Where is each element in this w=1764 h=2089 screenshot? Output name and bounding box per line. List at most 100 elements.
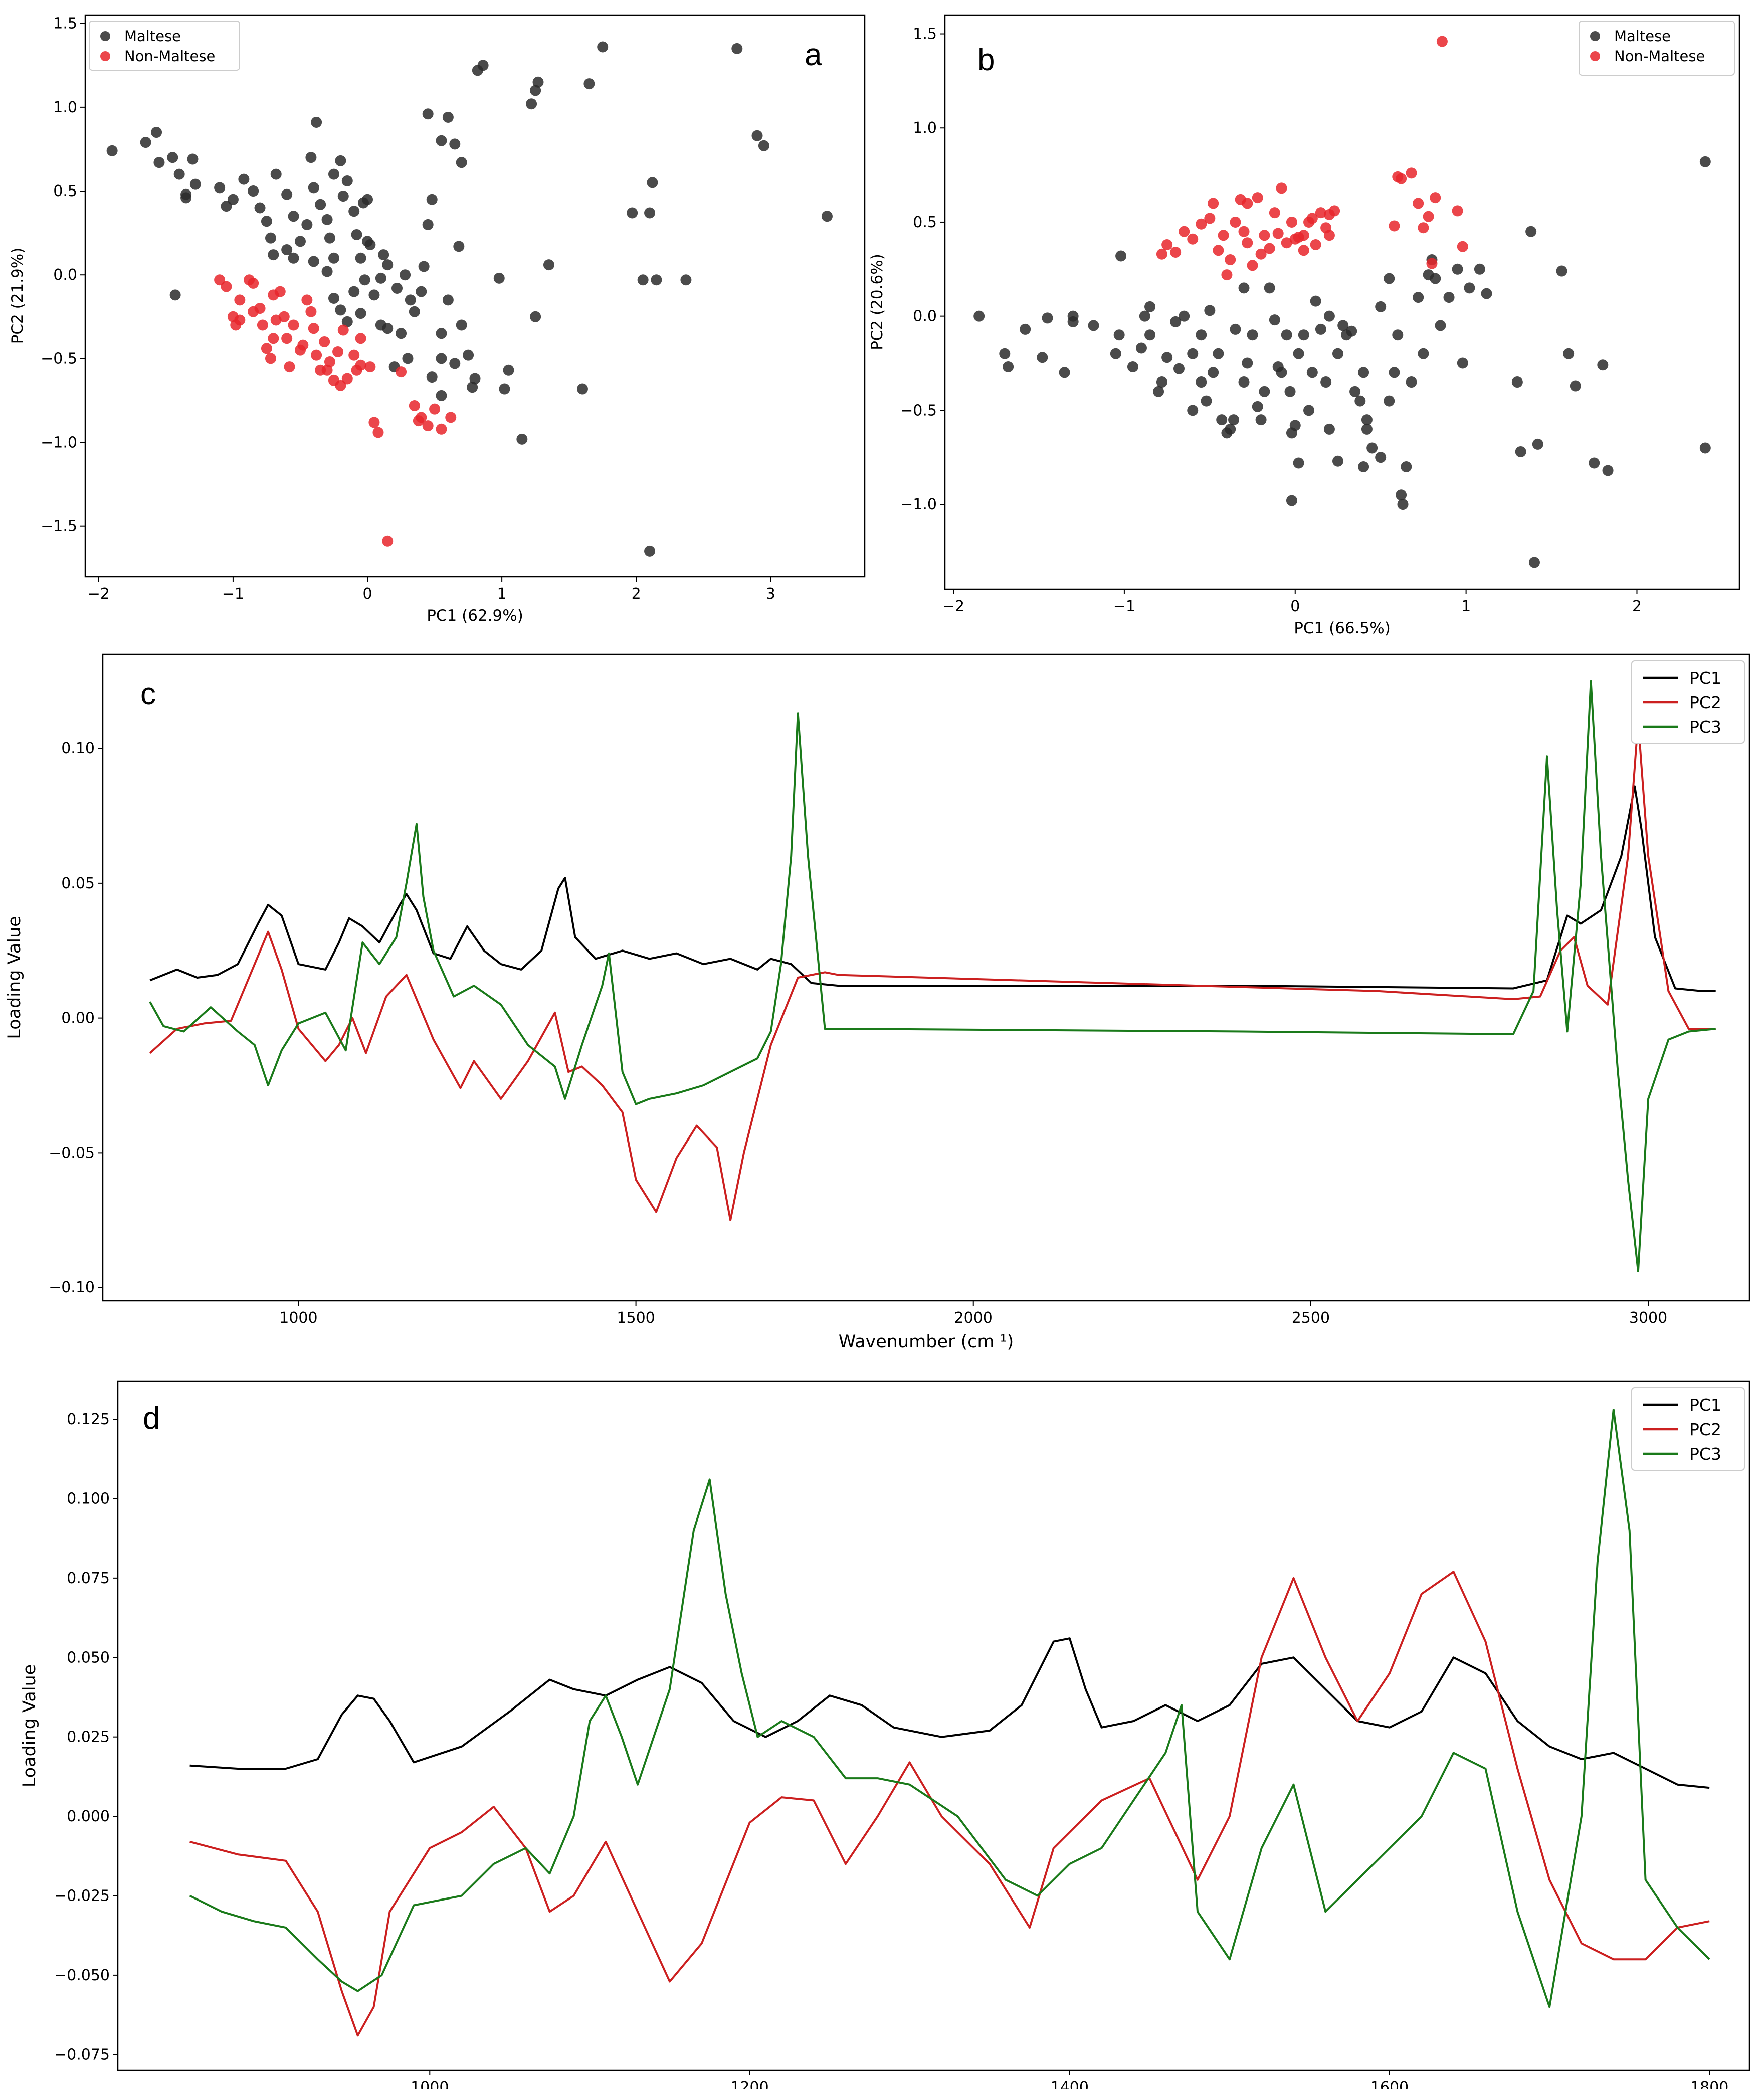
non-maltese-point xyxy=(308,323,319,334)
maltese-point xyxy=(1474,263,1485,275)
non-maltese-point xyxy=(1413,198,1424,209)
y-tick-label: 0.050 xyxy=(67,1649,110,1666)
maltese-point xyxy=(1310,295,1321,307)
maltese-point xyxy=(1252,401,1263,412)
non-maltese-point xyxy=(1315,207,1326,219)
maltese-point xyxy=(268,249,279,261)
maltese-point xyxy=(288,211,299,222)
maltese-point xyxy=(1115,250,1127,262)
maltese-point xyxy=(281,188,293,200)
y-tick-label: 0.5 xyxy=(913,214,937,231)
maltese-point xyxy=(1525,226,1537,237)
maltese-point xyxy=(731,43,743,54)
maltese-point xyxy=(405,294,416,306)
maltese-point xyxy=(1264,282,1275,294)
maltese-point xyxy=(140,137,151,148)
non-maltese-point xyxy=(1242,198,1253,209)
panel-letter: d xyxy=(143,1401,160,1436)
maltese-point xyxy=(1284,386,1296,397)
maltese-point xyxy=(1204,305,1216,316)
maltese-point xyxy=(305,152,317,163)
non-maltese-point xyxy=(429,403,441,415)
plot-frame xyxy=(117,1380,1750,2071)
maltese-point xyxy=(1511,376,1523,388)
maltese-point xyxy=(1037,352,1048,363)
loadings-panel-c: 1000 1500 2000 2500 3000 0.10 0.05 0.00 −0.05 −0.… xyxy=(5,653,1750,1352)
non-maltese-point xyxy=(1264,243,1275,254)
non-maltese-point xyxy=(1298,245,1309,256)
maltese-point xyxy=(1242,357,1253,369)
non-maltese-point xyxy=(324,356,335,368)
maltese-point xyxy=(449,138,461,150)
maltese-point xyxy=(1532,438,1543,450)
non-maltese-point xyxy=(268,333,279,344)
maltese-point xyxy=(281,244,293,256)
maltese-point xyxy=(463,349,474,361)
maltese-point xyxy=(341,175,353,186)
maltese-point xyxy=(1389,367,1400,378)
maltese-point xyxy=(1358,367,1369,378)
maltese-point xyxy=(348,286,360,297)
maltese-point xyxy=(999,348,1011,359)
non-maltese-point xyxy=(234,314,246,326)
legend-box xyxy=(1631,1387,1745,1471)
maltese-point xyxy=(1247,329,1258,341)
non-maltese-point xyxy=(1310,239,1321,250)
non-maltese-point xyxy=(1238,226,1250,237)
maltese-point xyxy=(1430,273,1441,284)
maltese-point xyxy=(456,319,467,331)
non-maltese-point xyxy=(1426,258,1438,269)
maltese-point xyxy=(227,194,239,205)
non-maltese-point xyxy=(368,417,380,428)
maltese-point xyxy=(1337,320,1349,331)
panel-letter: b xyxy=(977,43,995,77)
maltese-point xyxy=(1361,423,1373,435)
y-tick-label: −0.05 xyxy=(49,1144,95,1162)
maltese-point xyxy=(1156,376,1167,388)
non-maltese-point xyxy=(1452,205,1463,217)
non-maltese-point xyxy=(335,379,346,391)
legend-label: Maltese xyxy=(124,28,181,45)
maltese-point xyxy=(1213,348,1224,359)
maltese-point xyxy=(1179,310,1190,322)
maltese-point xyxy=(180,192,192,204)
maltese-point xyxy=(1144,329,1156,341)
pc2-line xyxy=(189,1571,1710,2037)
non-maltese-point xyxy=(1306,213,1318,224)
maltese-point xyxy=(359,274,370,286)
maltese-point xyxy=(1196,329,1207,341)
maltese-point xyxy=(335,304,346,316)
plot-frame xyxy=(944,14,1740,590)
maltese-point xyxy=(1110,348,1121,359)
maltese-point xyxy=(391,282,403,294)
maltese-point xyxy=(477,60,489,71)
y-tick-label: 0.000 xyxy=(67,1808,110,1825)
x-tick-label: 1 xyxy=(497,585,507,603)
non-maltese-point xyxy=(1259,230,1270,241)
non-maltese-point xyxy=(281,333,293,344)
non-maltese-point xyxy=(278,311,290,322)
legend-label: PC1 xyxy=(1689,1395,1721,1415)
x-tick-label: 1500 xyxy=(617,1309,655,1327)
non-maltese-point xyxy=(1255,248,1267,260)
maltese-point xyxy=(409,306,420,317)
non-maltese-point xyxy=(337,324,349,336)
maltese-point xyxy=(418,261,430,272)
scatter-points xyxy=(973,36,1711,568)
non-maltese-point xyxy=(382,535,394,547)
maltese-point xyxy=(1139,310,1150,322)
maltese-point xyxy=(294,236,306,247)
maltese-point xyxy=(1589,457,1600,469)
non-maltese-point xyxy=(321,364,333,376)
legend-box xyxy=(1631,660,1745,744)
non-maltese-point xyxy=(1406,167,1417,179)
maltese-point xyxy=(1238,376,1250,388)
x-tick-label: −1 xyxy=(222,585,244,603)
y-axis-label: Loading Value xyxy=(5,916,25,1039)
plot-frame xyxy=(84,14,866,578)
legend-marker xyxy=(1590,31,1600,41)
legend-label: PC1 xyxy=(1689,668,1721,688)
y-tick-label: 0.125 xyxy=(67,1411,110,1428)
non-maltese-point xyxy=(1170,247,1182,258)
maltese-point xyxy=(1443,292,1455,303)
